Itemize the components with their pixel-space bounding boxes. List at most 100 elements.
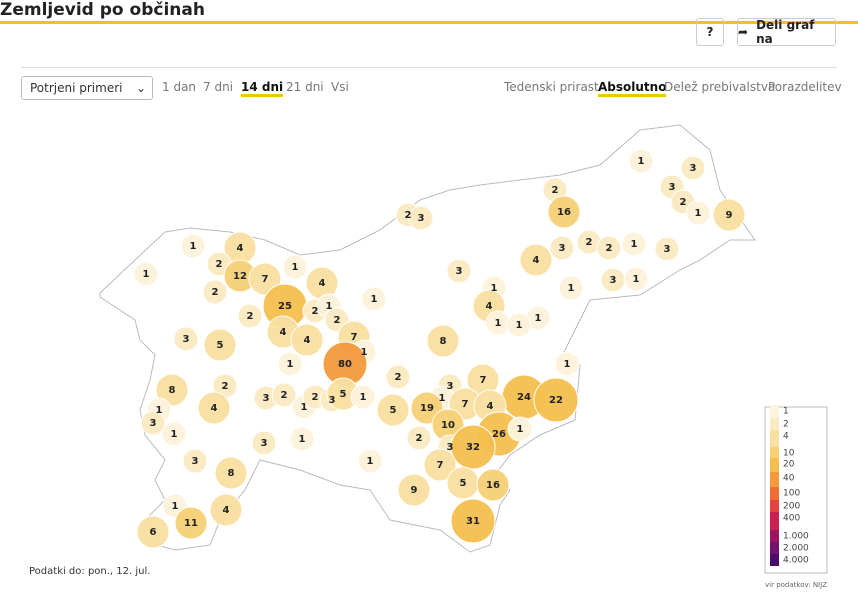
mode-option[interactable]: Absolutno: [598, 80, 667, 97]
municipality: [180, 233, 206, 259]
municipality-label: 19: [420, 403, 434, 414]
legend-swatch: [770, 500, 779, 512]
legend-swatch: [770, 512, 779, 530]
legend-swatch: [770, 447, 779, 458]
municipality: [628, 148, 654, 174]
municipality-label: 5: [217, 340, 224, 351]
municipality: [450, 424, 496, 470]
municipality-label: 1: [143, 269, 150, 280]
municipality: [197, 391, 231, 425]
municipality-label: 8: [440, 336, 447, 347]
municipality-label: 3: [263, 393, 270, 404]
municipality-label: 1: [631, 239, 638, 250]
municipality: [450, 498, 496, 544]
municipality-label: 3: [183, 334, 190, 345]
legend-swatch: [770, 458, 779, 472]
municipality: [289, 426, 315, 452]
municipality-label: 3: [329, 395, 336, 406]
select-label: Potrjeni primeri: [30, 81, 123, 95]
mode-option[interactable]: Porazdelitev: [768, 80, 842, 94]
municipality: [385, 364, 411, 390]
municipality: [654, 236, 680, 262]
municipality-label: 2: [216, 259, 223, 270]
municipality-label: 4: [304, 335, 311, 346]
municipality-label: 5: [460, 478, 467, 489]
municipality-label: 2: [312, 392, 319, 403]
municipality-label: 4: [237, 243, 244, 254]
municipality-label: 3: [447, 381, 454, 392]
municipality-label: 2: [395, 372, 402, 383]
municipality-label: 24: [517, 392, 531, 403]
municipality: [507, 416, 533, 442]
municipality: [357, 448, 383, 474]
municipality: [290, 323, 324, 357]
municipality-label: 1: [535, 313, 542, 324]
municipality-label: 2: [212, 287, 219, 298]
legend-label: 4.000: [783, 556, 809, 566]
period-option[interactable]: 14 dni: [241, 80, 284, 97]
municipality-label: 8: [169, 385, 176, 396]
legend-swatch: [770, 430, 779, 447]
municipality-label: 1: [172, 501, 179, 512]
mode-option[interactable]: Delež prebivalstva: [664, 80, 776, 94]
select-arrow: ⌄: [135, 81, 146, 95]
legend-label: 1.000: [783, 532, 809, 542]
legend-swatch: [770, 530, 779, 542]
municipality-label: 8: [228, 468, 235, 479]
municipality-label: 2: [222, 381, 229, 392]
municipality-label: 1: [371, 294, 378, 305]
municipality-label: 5: [390, 405, 397, 416]
municipality: [596, 235, 622, 261]
municipality-label: 1: [568, 283, 575, 294]
legend-swatch: [770, 542, 779, 554]
municipality: [203, 328, 237, 362]
municipality-label: 2: [680, 197, 687, 208]
municipality: [533, 377, 579, 423]
municipality: [621, 231, 647, 257]
municipality-label: 1: [491, 283, 498, 294]
municipality-label: 1: [326, 301, 333, 312]
legend-label: 20: [783, 460, 795, 470]
municipality: [558, 275, 584, 301]
period-option[interactable]: 1 dan: [162, 80, 197, 94]
legend-label: 10: [783, 449, 795, 459]
municipality: [161, 421, 187, 447]
municipality: [140, 410, 166, 436]
municipality: [214, 456, 248, 490]
municipality-label: 1: [495, 318, 502, 329]
municipality: [237, 303, 263, 329]
municipality: [547, 195, 581, 229]
municipality-label: 4: [280, 327, 287, 338]
period-option[interactable]: 7 dni: [203, 80, 234, 94]
municipality-label: 1: [301, 402, 308, 413]
legend-swatch: [770, 405, 779, 418]
legend-label: 100: [783, 489, 800, 499]
municipality-label: 26: [492, 429, 506, 440]
help-button[interactable]: ?: [696, 18, 724, 46]
municipality-label: 1: [360, 392, 367, 403]
municipality-label: 3: [610, 275, 617, 286]
period-option[interactable]: Vsi: [331, 80, 349, 94]
municipality: [623, 266, 649, 292]
measure-select[interactable]: Potrjeni primeri ⌄: [21, 76, 153, 100]
municipality: [519, 243, 553, 277]
municipality: [155, 373, 189, 407]
municipality-label: 3: [418, 213, 425, 224]
data-date: Podatki do: pon., 12. jul.: [29, 566, 151, 577]
municipality-label: 1: [439, 393, 446, 404]
municipality: [506, 312, 532, 338]
municipality-label: 16: [557, 207, 571, 218]
municipality-label: 1: [695, 208, 702, 219]
period-option[interactable]: 21 dni: [286, 80, 324, 94]
municipality-label: 1: [190, 241, 197, 252]
municipality-label: 12: [233, 271, 247, 282]
share-label: Deli graf na: [756, 18, 815, 46]
mode-option[interactable]: Tedenski prirast: [504, 80, 599, 94]
municipality-label: 3: [669, 182, 676, 193]
municipality: [251, 430, 277, 456]
municipality: [397, 473, 431, 507]
municipality-label: 3: [447, 442, 454, 453]
share-button[interactable]: ➦ Deli graf na: [737, 18, 836, 46]
share-icon: ➦: [738, 25, 749, 39]
